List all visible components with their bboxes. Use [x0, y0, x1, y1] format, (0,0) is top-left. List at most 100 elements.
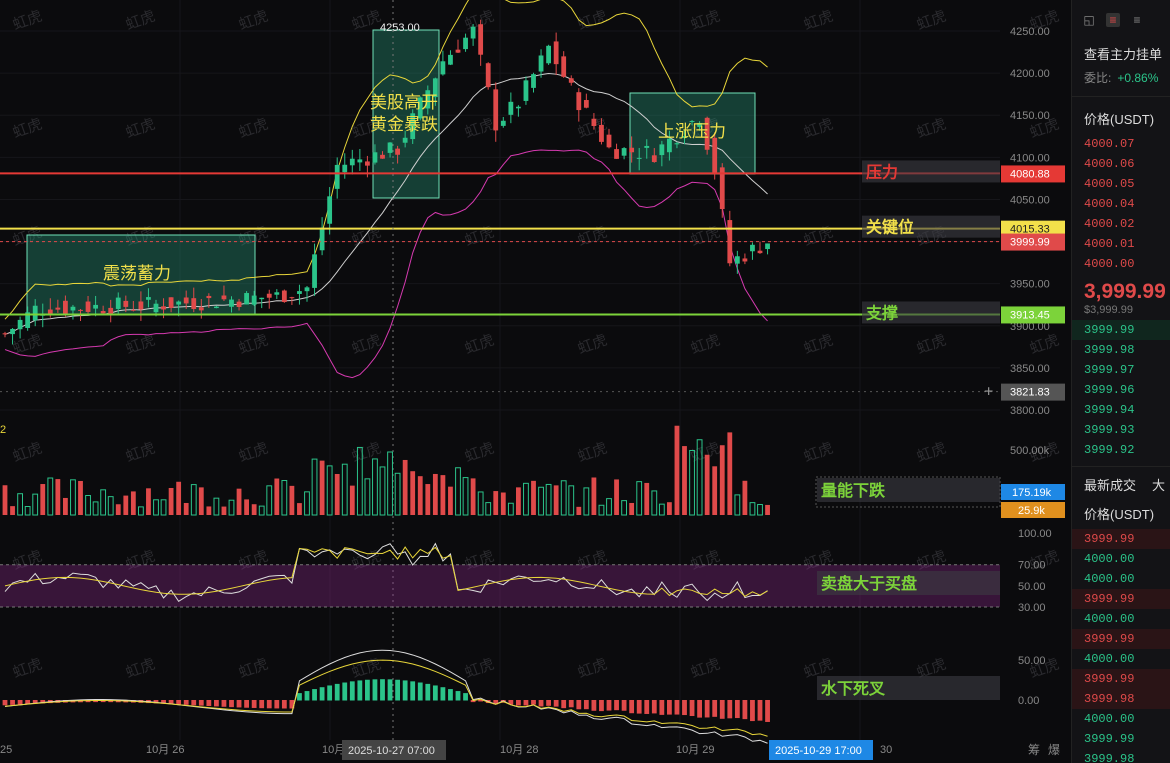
macd-bar — [750, 700, 755, 722]
candle-body — [161, 306, 166, 310]
watermark-text: 虹虎 — [689, 656, 723, 682]
candle-body — [621, 148, 627, 156]
volume-bar — [326, 465, 333, 516]
candle-body — [100, 311, 106, 314]
volume-bar — [704, 454, 710, 515]
candle-body — [183, 297, 189, 304]
macd-bar — [742, 700, 748, 720]
ask-row[interactable]: 4000.05 — [1084, 177, 1135, 191]
indicator-tag: 2 — [0, 424, 6, 436]
candle-body — [55, 307, 61, 310]
volume-bar — [123, 495, 129, 515]
macd-bar — [153, 700, 159, 704]
bid-row[interactable]: 3999.93 — [1084, 423, 1135, 437]
volume-bar — [507, 502, 514, 516]
volume-bar — [304, 491, 310, 516]
book-both-icon[interactable]: ≡ — [1106, 13, 1120, 27]
hline-label-bg — [862, 301, 1000, 324]
macd-bar — [349, 681, 355, 701]
annotation-text: 震荡蓄力 — [103, 264, 171, 283]
bid-row[interactable]: 3999.99 — [1072, 320, 1170, 340]
candle-body — [115, 297, 121, 309]
volume-bar — [130, 491, 136, 515]
volume-bar — [462, 477, 469, 516]
tab-latest-trades[interactable]: 最新成交 — [1084, 478, 1137, 493]
volume-bar — [92, 501, 99, 516]
volume-bar — [100, 489, 107, 516]
volume-bar — [107, 496, 114, 516]
y-tick: 4200.00 — [1010, 68, 1050, 80]
candle-body — [198, 307, 204, 311]
volume-bar — [221, 506, 227, 515]
volume-bar — [493, 491, 499, 515]
candle-body — [191, 298, 197, 310]
macd-bar — [108, 700, 114, 703]
macd-bar — [372, 679, 378, 701]
y-tick: 4100.00 — [1010, 152, 1050, 164]
candle-body — [568, 78, 574, 83]
bid-row[interactable]: 3999.94 — [1084, 403, 1135, 417]
y-tick: 4150.00 — [1010, 110, 1050, 122]
watermark-text: 虹虎 — [463, 332, 497, 358]
book-mode-icon[interactable]: ◱ — [1083, 13, 1095, 27]
volume-bar — [213, 497, 220, 516]
candle-body — [304, 287, 310, 292]
candle-body — [553, 41, 559, 65]
candle-body — [727, 220, 733, 264]
watermark-text: 虹虎 — [915, 440, 949, 466]
vol-tag — [1001, 502, 1065, 518]
macd-bar — [757, 700, 763, 721]
macd-bar — [229, 700, 234, 708]
bid-row[interactable]: 3999.92 — [1084, 443, 1135, 457]
add-line-icon: + — [984, 384, 993, 401]
volume-bar — [500, 492, 506, 515]
volume-bar — [583, 487, 590, 516]
candle-body — [765, 243, 770, 250]
order-book-panel: ◱ ≡ ≡ 查看主力挂单 委比: +0.86% 价格(USDT) 4000.07 4… — [1071, 0, 1170, 763]
macd-bar — [606, 700, 612, 711]
candle-body — [651, 155, 657, 163]
volume-bar — [606, 498, 612, 516]
ask-row[interactable]: 4000.01 — [1084, 237, 1135, 251]
ask-row[interactable]: 4000.06 — [1084, 157, 1135, 171]
y-tick: 3850.00 — [1010, 363, 1050, 375]
panel-title[interactable]: 查看主力挂单 — [1084, 47, 1163, 62]
ask-row[interactable]: 4000.02 — [1084, 217, 1135, 231]
candle-body — [32, 305, 38, 321]
watermark-text: 虹虎 — [237, 440, 271, 466]
candle-body — [704, 117, 710, 150]
tab-large-trades[interactable]: 大 — [1152, 478, 1166, 493]
macd-bar — [312, 689, 317, 701]
candle-body — [606, 134, 612, 148]
volume-bar — [160, 499, 167, 516]
macd-bar — [448, 689, 453, 701]
volume-bar — [372, 458, 378, 516]
candle-body — [297, 291, 302, 294]
high-label: 4253.00 — [380, 22, 420, 34]
bid-row[interactable]: 3999.96 — [1084, 383, 1135, 397]
trade-row: 4000.00 — [1084, 552, 1135, 566]
macd-bar — [538, 700, 544, 707]
vol-annot-bg — [817, 478, 1000, 502]
watermark-text: 虹虎 — [463, 440, 497, 466]
volume-bar — [206, 506, 212, 515]
macd-bar — [214, 700, 219, 707]
volume-bar — [598, 504, 605, 516]
trades-price-header: 价格(USDT) — [1084, 507, 1155, 522]
trade-row: 3999.98 — [1072, 689, 1170, 709]
book-bids-icon[interactable]: ≡ — [1133, 13, 1141, 27]
ask-row[interactable]: 4000.04 — [1084, 197, 1135, 211]
bottom-tool: 筹 — [1028, 743, 1040, 757]
osc-slow — [4, 546, 768, 597]
macd-pane: 50.00 0.00 水下死叉 — [2, 649, 1046, 744]
bid-row[interactable]: 3999.98 — [1084, 343, 1135, 357]
ask-row[interactable]: 4000.07 — [1084, 137, 1135, 151]
volume-bar — [516, 487, 521, 515]
ask-row[interactable]: 4000.00 — [1084, 257, 1135, 271]
candle-body — [130, 309, 136, 311]
bid-row[interactable]: 3999.97 — [1084, 363, 1135, 377]
watermark-text: 虹虎 — [802, 116, 836, 142]
candle-body — [410, 113, 416, 140]
